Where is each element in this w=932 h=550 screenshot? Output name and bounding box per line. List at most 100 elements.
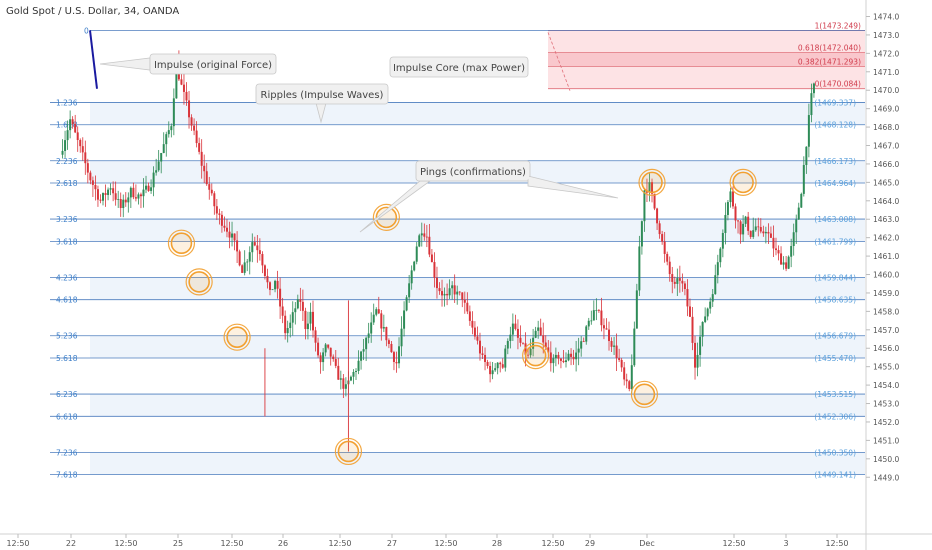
- annotations: Impulse (original Force) Ripples (Impulse…: [99, 53, 757, 466]
- candle-body: [441, 291, 444, 296]
- fib-price-label: (1455.470): [814, 354, 856, 363]
- x-tick-label: 12:50: [722, 539, 745, 548]
- candle-body: [112, 188, 115, 194]
- y-tick-label: 1470.0: [873, 86, 899, 95]
- candle-body: [438, 288, 441, 292]
- candle-body: [651, 182, 654, 194]
- candle-body: [175, 62, 178, 99]
- candle-body: [683, 283, 686, 290]
- ping-circle: [524, 344, 547, 367]
- candle-body: [691, 316, 694, 343]
- candle-body: [220, 214, 223, 226]
- candle-body: [754, 226, 757, 231]
- candle-body: [94, 184, 97, 190]
- ping-circle: [633, 383, 656, 406]
- fib-price-label: (1463.008): [814, 215, 856, 224]
- candle-body: [405, 297, 408, 311]
- candle-body: [306, 323, 309, 330]
- extension-core-fill: [548, 52, 865, 67]
- candle-body: [587, 320, 590, 327]
- candle-body: [203, 165, 206, 172]
- candle-body: [322, 352, 325, 363]
- candle-body: [263, 265, 266, 276]
- candle-body: [742, 223, 745, 235]
- candle-body: [89, 172, 92, 181]
- fib-ratio-label: 1.618: [56, 121, 78, 130]
- fib-price-label: (1458.635): [814, 296, 856, 305]
- candle-body: [752, 230, 755, 237]
- candle-body: [433, 262, 436, 278]
- candle-body: [762, 231, 765, 234]
- candle-body: [570, 353, 573, 357]
- candle-body: [241, 265, 244, 273]
- candle-body: [666, 253, 669, 262]
- candle-body: [215, 206, 218, 214]
- candle-body: [769, 233, 772, 238]
- candle-body: [279, 288, 282, 307]
- candle-body: [802, 165, 805, 194]
- candle-body: [610, 341, 613, 347]
- candle-body: [102, 193, 105, 201]
- candle-body: [228, 231, 231, 238]
- y-tick-label: 1453.0: [873, 400, 899, 409]
- candle-body: [170, 126, 173, 131]
- x-tick-label: 12:50: [6, 539, 29, 548]
- candle-body: [261, 254, 264, 266]
- fib-bands: [90, 102, 865, 475]
- candle-body: [638, 246, 641, 291]
- candle-body: [795, 219, 798, 233]
- candle-body: [210, 189, 213, 194]
- candle-body: [549, 352, 552, 364]
- fib-ratio-label: 1.236: [56, 98, 78, 107]
- candle-body: [658, 223, 661, 235]
- candle-body: [797, 207, 800, 220]
- fib-band: [90, 277, 865, 300]
- candle-body: [737, 220, 740, 222]
- candle-body: [759, 227, 762, 232]
- fib-band: [90, 335, 865, 359]
- impulse-callout-text: Impulse (original Force): [154, 60, 272, 71]
- candle-body: [559, 358, 562, 361]
- candle-body: [749, 230, 752, 237]
- ripples-callout-text: Ripples (Impulse Waves): [261, 90, 384, 101]
- fib-ratio-label: 5.236: [56, 332, 78, 341]
- candle-body: [289, 322, 292, 329]
- candle-body: [468, 311, 471, 321]
- y-tick-label: 1467.0: [873, 142, 899, 151]
- candle-body: [694, 342, 697, 368]
- candle-body: [268, 282, 271, 290]
- candle-body: [266, 275, 269, 283]
- candle-body: [585, 326, 588, 342]
- y-tick-label: 1466.0: [873, 160, 899, 169]
- impulse-leg: [89, 30, 98, 89]
- candle-body: [446, 293, 449, 296]
- chart-title: Gold Spot / U.S. Dollar, 34, OANDA: [6, 6, 179, 17]
- candle-body: [122, 199, 125, 209]
- candle-body: [370, 322, 373, 334]
- candle-body: [395, 361, 398, 364]
- candle-body: [628, 381, 631, 390]
- fib-ratio-label: 6.236: [56, 390, 78, 399]
- candle-body: [147, 185, 150, 191]
- fib-price-label: (1456.679): [814, 332, 856, 341]
- fib-ratio-label: 2.618: [56, 179, 78, 188]
- fib-ratio-label: 0: [84, 26, 89, 35]
- candle-body: [145, 185, 148, 190]
- candle-body: [524, 343, 527, 355]
- candle-body: [375, 309, 378, 315]
- candle-body: [706, 308, 709, 317]
- candle-body: [296, 299, 299, 309]
- candle-body: [258, 250, 261, 255]
- candle-body: [188, 100, 191, 118]
- candle-body: [812, 83, 815, 94]
- candle-body: [537, 327, 540, 331]
- candle-body: [787, 256, 790, 269]
- candle-body: [729, 191, 732, 203]
- candle-body: [780, 253, 783, 265]
- candle-body: [415, 246, 418, 262]
- candle-body: [772, 237, 775, 249]
- fib-band: [90, 219, 865, 242]
- ping-circle: [170, 232, 193, 254]
- candle-body: [160, 152, 163, 162]
